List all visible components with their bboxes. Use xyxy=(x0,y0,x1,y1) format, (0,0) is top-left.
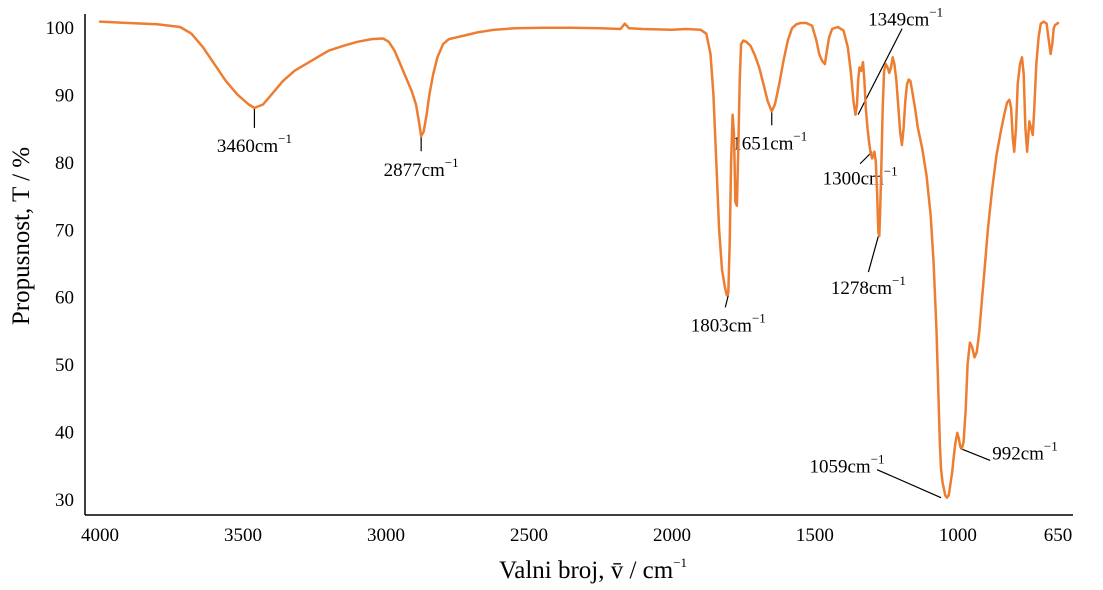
peak-label-text: 992cm xyxy=(992,443,1044,464)
y-axis-title: Propusnost, T / % xyxy=(8,147,35,325)
peak-label: 1278cm−1 xyxy=(831,273,906,299)
peak-label-exp: −1 xyxy=(445,155,459,170)
y-tick-label: 40 xyxy=(55,423,74,444)
peak-label: 1803cm−1 xyxy=(691,310,766,336)
peak-label-exp: −1 xyxy=(884,164,898,179)
spectrum-line xyxy=(98,20,1060,499)
y-tick-label: 60 xyxy=(55,288,74,309)
peak-label: 992cm−1 xyxy=(992,438,1058,464)
peak-label-exp: −1 xyxy=(871,452,885,467)
peak-label-text: 1300cm xyxy=(823,169,884,190)
peak-label-exp: −1 xyxy=(892,273,906,288)
peak-label-text: 1059cm xyxy=(810,457,871,478)
peak-label-exp: −1 xyxy=(929,5,943,20)
peak-label: 1651cm−1 xyxy=(732,128,807,154)
annotation-leader-line xyxy=(867,235,879,273)
x-tick-label: 3000 xyxy=(367,525,405,546)
peak-label-text: 1278cm xyxy=(831,278,892,299)
x-tick-label: 1000 xyxy=(939,525,977,546)
x-tick-label: 1500 xyxy=(796,525,834,546)
peak-label: 2877cm−1 xyxy=(384,155,459,181)
y-tick-label: 70 xyxy=(55,220,74,241)
peak-label: 3460cm−1 xyxy=(217,131,292,157)
y-tick-label: 100 xyxy=(46,18,75,39)
y-tick-label: 50 xyxy=(55,355,74,376)
x-axis-title-exp: −1 xyxy=(673,555,687,570)
x-tick-label: 2500 xyxy=(510,525,548,546)
peak-label-exp: −1 xyxy=(278,131,292,146)
x-tick-label: 650 xyxy=(1044,525,1073,546)
peak-label-exp: −1 xyxy=(793,128,807,143)
y-axis-ticks: 100 90 80 70 60 50 40 30 xyxy=(46,18,75,511)
peak-label-text: 2877cm xyxy=(384,160,445,181)
x-tick-label: 4000 xyxy=(81,525,119,546)
x-tick-label: 2000 xyxy=(653,525,691,546)
y-tick-label: 30 xyxy=(55,490,74,511)
peak-label-text: 1803cm xyxy=(691,315,752,336)
y-tick-label: 90 xyxy=(55,85,74,106)
peak-label-text: 1349cm xyxy=(868,10,929,31)
annotation-leader-line xyxy=(724,295,729,308)
annotation-leader-line xyxy=(876,469,942,499)
x-axis-title: Valni broj, v̄ / cm−1 xyxy=(499,555,687,584)
x-tick-label: 3500 xyxy=(224,525,262,546)
peak-label: 1059cm−1 xyxy=(810,452,885,478)
peak-label-exp: −1 xyxy=(1044,438,1058,453)
peak-label: 1300cm−1 xyxy=(823,164,898,190)
y-tick-label: 80 xyxy=(55,153,74,174)
annotation-leader-line xyxy=(959,447,991,461)
peak-label-exp: −1 xyxy=(752,310,766,325)
peak-annotations: 3460cm−12877cm−11803cm−11651cm−11349cm−1… xyxy=(217,5,1058,499)
x-axis-title-text: Valni broj, v̄ / cm xyxy=(499,557,674,584)
peak-label: 1349cm−1 xyxy=(868,5,943,31)
peak-label-text: 3460cm xyxy=(217,136,278,157)
peak-label-text: 1651cm xyxy=(732,133,793,154)
x-axis-ticks: 4000 3500 3000 2500 2000 1500 1000 650 xyxy=(81,525,1072,546)
